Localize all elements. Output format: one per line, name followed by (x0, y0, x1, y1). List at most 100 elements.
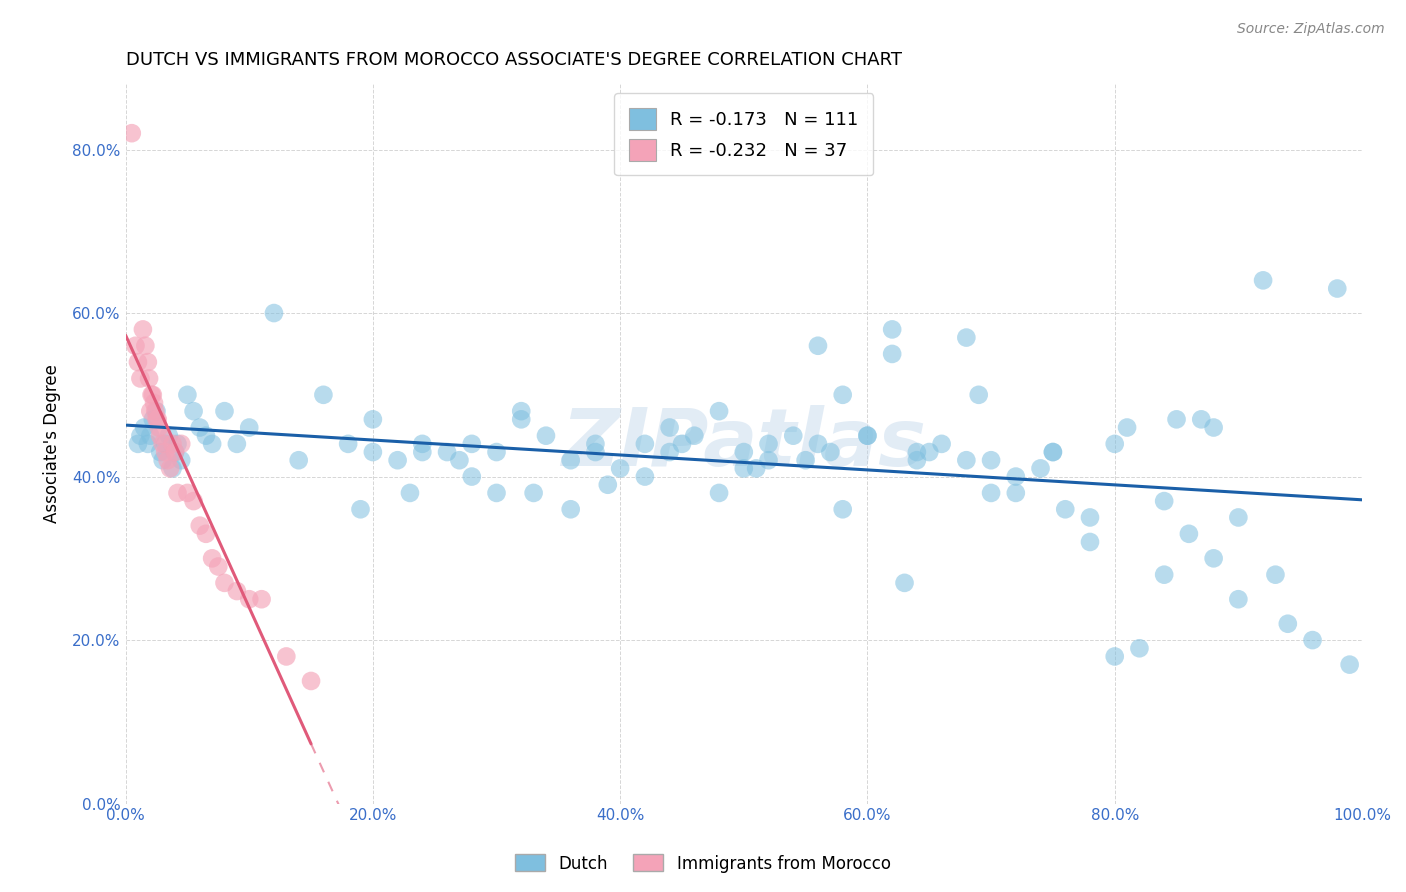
Point (124, 339, 146, 353)
Point (170, 453, 193, 467)
Point (142, 388, 165, 402)
Point (1104, 649, 1126, 664)
Text: Source: ZipAtlas.com: Source: ZipAtlas.com (1237, 22, 1385, 37)
Point (263, 306, 285, 320)
Point (361, 445, 384, 459)
Point (1202, 420, 1225, 434)
Point (152, 437, 174, 451)
Point (183, 404, 205, 418)
Point (671, 437, 693, 451)
Point (238, 420, 260, 434)
Point (634, 437, 657, 451)
Point (1004, 486, 1026, 500)
Point (596, 477, 619, 491)
Point (162, 461, 184, 475)
Point (411, 437, 433, 451)
Point (707, 404, 730, 418)
Point (560, 453, 582, 467)
Point (658, 445, 681, 459)
Point (523, 486, 546, 500)
Point (287, 453, 309, 467)
Point (166, 486, 188, 500)
Point (1004, 469, 1026, 483)
Point (214, 575, 236, 590)
Point (758, 453, 780, 467)
Point (1153, 494, 1175, 508)
Point (782, 428, 804, 442)
Point (139, 404, 162, 418)
Point (745, 461, 768, 475)
Point (225, 584, 247, 599)
Point (299, 673, 322, 688)
Point (510, 404, 533, 418)
Point (967, 388, 990, 402)
Point (250, 592, 273, 607)
Point (138, 371, 160, 385)
Point (1251, 273, 1274, 287)
Legend: R = -0.173   N = 111, R = -0.232   N = 37: R = -0.173 N = 111, R = -0.232 N = 37 (614, 93, 873, 175)
Point (807, 437, 830, 451)
Point (165, 445, 187, 459)
Point (1326, 281, 1348, 295)
Point (152, 453, 174, 467)
Point (794, 453, 817, 467)
Point (1166, 412, 1188, 426)
Point (225, 437, 247, 451)
Point (139, 428, 162, 442)
Point (1339, 657, 1361, 672)
Point (955, 453, 977, 467)
Point (856, 428, 879, 442)
Point (918, 445, 941, 459)
Point (534, 428, 557, 442)
Point (399, 486, 422, 500)
Point (143, 396, 166, 410)
Point (361, 412, 384, 426)
Point (820, 445, 842, 459)
Point (176, 388, 198, 402)
Point (201, 551, 224, 566)
Point (461, 469, 484, 483)
Point (510, 412, 533, 426)
Point (1227, 592, 1250, 607)
Point (583, 437, 606, 451)
Point (134, 339, 156, 353)
Point (157, 428, 180, 442)
Point (1153, 567, 1175, 582)
Point (148, 420, 170, 434)
Point (1042, 445, 1064, 459)
Point (170, 437, 193, 451)
Text: ZIPatlas: ZIPatlas (561, 405, 927, 483)
Point (461, 437, 484, 451)
Point (634, 469, 657, 483)
Point (411, 445, 433, 459)
Point (485, 445, 508, 459)
Point (134, 420, 156, 434)
Point (449, 453, 471, 467)
Point (1302, 633, 1324, 648)
Point (132, 322, 155, 336)
Point (1054, 502, 1077, 516)
Point (127, 437, 149, 451)
Point (905, 445, 928, 459)
Point (142, 412, 165, 426)
Point (707, 486, 730, 500)
Point (658, 420, 681, 434)
Point (1078, 510, 1101, 524)
Point (145, 412, 167, 426)
Point (1277, 616, 1299, 631)
Point (683, 428, 706, 442)
Point (136, 355, 159, 369)
Point (194, 428, 217, 442)
Point (165, 445, 187, 459)
Point (156, 453, 179, 467)
Point (201, 437, 224, 451)
Point (485, 486, 508, 500)
Point (1227, 510, 1250, 524)
Point (194, 526, 217, 541)
Point (1042, 445, 1064, 459)
Point (121, 126, 143, 140)
Point (143, 404, 166, 418)
Point (1116, 420, 1139, 434)
Point (733, 445, 755, 459)
Point (387, 453, 409, 467)
